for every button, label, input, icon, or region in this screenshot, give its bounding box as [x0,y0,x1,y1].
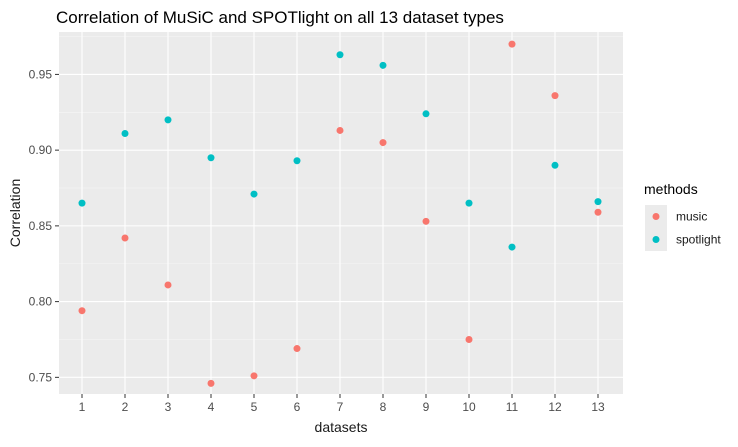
x-tick-label: 13 [591,400,605,414]
data-point-spotlight [164,116,172,124]
x-tick-label: 11 [506,400,519,414]
x-tick-label: 12 [548,400,562,414]
x-tick-label: 2 [122,400,129,414]
data-point-spotlight [551,161,559,169]
data-point-music [121,234,129,242]
y-tick-label: 0.85 [29,219,53,233]
x-axis-title: datasets [315,419,368,435]
y-axis-title: Correlation [7,179,23,247]
data-point-music [551,92,559,100]
x-tick-label: 7 [337,400,344,414]
data-point-music [594,208,602,216]
data-point-spotlight [293,157,301,165]
data-point-spotlight [336,51,344,59]
data-point-music [293,345,301,353]
legend-title: methods [644,181,698,197]
legend-label-spotlight: spotlight [676,233,721,247]
y-tick-label: 0.80 [29,295,53,309]
data-point-music [78,307,86,315]
plot-panel [59,32,623,394]
legend-label-music: music [676,210,707,224]
x-tick-label: 9 [423,400,430,414]
x-tick-label: 8 [380,400,387,414]
legend-marker-music [652,213,660,220]
x-tick-label: 5 [251,400,258,414]
x-tick-label: 10 [462,400,476,414]
x-tick-label: 6 [294,400,301,414]
data-point-spotlight [508,243,516,251]
x-tick-label: 1 [79,400,86,414]
chart-title: Correlation of MuSiC and SPOTlight on al… [56,8,504,27]
data-point-music [379,139,387,147]
data-point-music [207,379,215,387]
legend: methods music spotlight [644,181,721,251]
data-points [78,40,602,387]
data-point-spotlight [465,199,473,207]
data-point-music [508,40,516,48]
data-point-music [465,335,473,343]
data-point-music [336,126,344,134]
y-tick-label: 0.90 [29,143,53,157]
data-point-spotlight [379,61,387,69]
x-tick-label: 4 [208,400,215,414]
data-point-music [422,217,430,225]
legend-items: music spotlight [645,205,721,251]
data-point-spotlight [250,190,258,198]
data-point-spotlight [422,110,430,118]
data-point-spotlight [207,154,215,162]
data-point-spotlight [78,199,86,207]
data-point-music [250,372,258,380]
data-point-spotlight [121,129,129,137]
axis-ticks: 0.750.800.850.900.951 2 3 4 5 6 7 8 9 10 11 12 13 [29,67,605,414]
data-point-music [164,281,172,289]
data-point-spotlight [594,198,602,206]
y-tick-label: 0.75 [29,370,53,384]
grid [59,32,623,394]
y-tick-label: 0.95 [29,67,53,81]
legend-marker-spotlight [652,236,660,243]
x-tick-label: 3 [165,400,172,414]
